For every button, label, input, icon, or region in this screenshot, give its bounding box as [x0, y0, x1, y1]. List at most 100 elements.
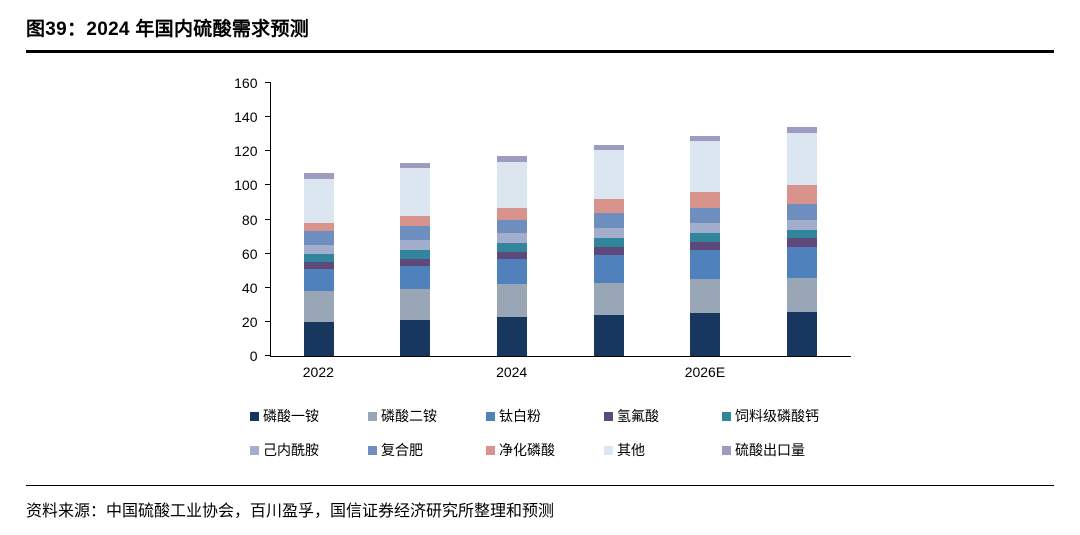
bar-2024	[497, 83, 528, 356]
bar-2027E	[787, 83, 818, 356]
bar-segment-磷酸二铵	[303, 291, 334, 322]
bar-segment-硫酸出口量	[400, 163, 431, 169]
x-tick-label	[772, 364, 832, 380]
bar-segment-净化磷酸	[593, 199, 624, 213]
legend-label: 钛白粉	[499, 408, 541, 424]
stacked-bar	[497, 83, 528, 356]
stacked-bar	[690, 83, 721, 356]
chart-body: 0 20 40 60 80 100 120 140 160	[230, 76, 851, 363]
legend-label: 磷酸二铵	[381, 408, 437, 424]
legend-label: 磷酸一铵	[263, 408, 319, 424]
bar-segment-其他	[303, 178, 334, 223]
plot-area	[264, 82, 851, 357]
legend-item: 己内酰胺	[250, 440, 368, 460]
bar-segment-氢氟酸	[400, 258, 431, 266]
x-tick-label	[385, 364, 445, 380]
bar-segment-磷酸一铵	[787, 311, 818, 356]
x-axis: 2022 2024 2026E	[270, 357, 850, 380]
x-tick-label: 2024	[496, 364, 528, 380]
y-axis: 0 20 40 60 80 100 120 140 160	[230, 76, 270, 363]
bar-segment-己内酰胺	[690, 222, 721, 234]
bar-segment-饲料级磷酸钙	[400, 250, 431, 259]
legend-swatch-icon	[486, 411, 495, 421]
y-tick-mark	[264, 252, 271, 254]
legend-swatch-icon	[722, 411, 731, 421]
stacked-bar-chart: 0 20 40 60 80 100 120 140 160 2022 2024 2026E 磷酸一铵…	[26, 53, 1054, 485]
bar-segment-己内酰胺	[400, 240, 431, 251]
legend-label: 己内酰胺	[263, 442, 319, 458]
bar-segment-复合肥	[787, 204, 818, 220]
bar-segment-复合肥	[303, 231, 334, 246]
bar-segment-钛白粉	[303, 269, 334, 292]
legend-item: 磷酸二铵	[368, 406, 486, 426]
bar-segment-己内酰胺	[497, 233, 528, 244]
bar-segment-氢氟酸	[303, 262, 334, 269]
bar-segment-复合肥	[400, 226, 431, 241]
bar-segment-净化磷酸	[690, 192, 721, 208]
bar-segment-钛白粉	[400, 265, 431, 290]
bar-2022	[303, 83, 334, 356]
figure-header: 图39：2024 年国内硫酸需求预测	[26, 14, 1054, 53]
legend-item: 复合肥	[368, 440, 486, 460]
stacked-bar	[787, 83, 818, 356]
stacked-bar	[593, 83, 624, 356]
source-footer: 资料来源：中国硫酸工业协会，百川盈孚，国信证券经济研究所整理和预测	[26, 485, 1054, 535]
y-tick-mark	[264, 150, 271, 152]
bar-segment-饲料级磷酸钙	[303, 253, 334, 263]
legend-item: 磷酸一铵	[250, 406, 368, 426]
bar-segment-氢氟酸	[787, 238, 818, 247]
bar-segment-硫酸出口量	[497, 156, 528, 162]
bar-segment-净化磷酸	[400, 216, 431, 227]
bar-segment-磷酸二铵	[593, 282, 624, 316]
bar-segment-氢氟酸	[497, 251, 528, 259]
y-tick-label: 60	[241, 245, 258, 262]
bar-segment-饲料级磷酸钙	[593, 238, 624, 247]
legend-item: 其他	[604, 440, 722, 460]
y-tick-label: 80	[241, 211, 258, 228]
bar-segment-其他	[690, 141, 721, 193]
bar-segment-饲料级磷酸钙	[497, 243, 528, 252]
bar-segment-饲料级磷酸钙	[787, 229, 818, 239]
bar-segment-其他	[497, 161, 528, 208]
y-tick-label: 140	[234, 109, 258, 126]
legend-swatch-icon	[604, 445, 613, 455]
legend-item: 饲料级磷酸钙	[722, 406, 840, 426]
bar-segment-氢氟酸	[593, 246, 624, 256]
bar-segment-硫酸出口量	[690, 135, 721, 142]
bar-segment-己内酰胺	[787, 219, 818, 230]
bar-segment-净化磷酸	[303, 222, 334, 232]
bar-segment-磷酸一铵	[690, 313, 721, 356]
legend-swatch-icon	[368, 411, 377, 421]
legend-label: 硫酸出口量	[735, 442, 805, 458]
bar-2025	[593, 83, 624, 356]
legend-label: 饲料级磷酸钙	[735, 408, 819, 424]
figure-title: 图39：2024 年国内硫酸需求预测	[26, 19, 310, 40]
y-tick-mark	[264, 320, 271, 322]
bar-segment-氢氟酸	[690, 241, 721, 251]
y-tick-label: 0	[249, 348, 258, 364]
bar-segment-己内酰胺	[303, 245, 334, 254]
bar-2023	[400, 83, 431, 356]
bar-segment-复合肥	[593, 212, 624, 229]
bar-segment-硫酸出口量	[303, 173, 334, 179]
legend-swatch-icon	[486, 445, 495, 455]
bar-segment-钛白粉	[497, 258, 528, 285]
bar-segment-磷酸一铵	[497, 316, 528, 356]
y-tick-label: 20	[241, 313, 258, 330]
bar-segment-磷酸一铵	[303, 321, 334, 356]
x-tick-label	[578, 364, 638, 380]
y-tick-mark	[264, 286, 271, 288]
bar-segment-其他	[787, 132, 818, 186]
bar-segment-磷酸二铵	[787, 277, 818, 312]
bar-segment-钛白粉	[690, 250, 721, 280]
stacked-bar	[303, 83, 334, 356]
bar-segment-磷酸二铵	[400, 289, 431, 321]
bar-segment-钛白粉	[787, 246, 818, 278]
y-tick-label: 40	[241, 279, 258, 296]
legend-label: 其他	[617, 442, 645, 458]
legend-item: 硫酸出口量	[722, 440, 840, 460]
legend-item: 净化磷酸	[486, 440, 604, 460]
bar-segment-饲料级磷酸钙	[690, 233, 721, 242]
legend-item: 氢氟酸	[604, 406, 722, 426]
x-tick-label: 2022	[302, 364, 334, 380]
